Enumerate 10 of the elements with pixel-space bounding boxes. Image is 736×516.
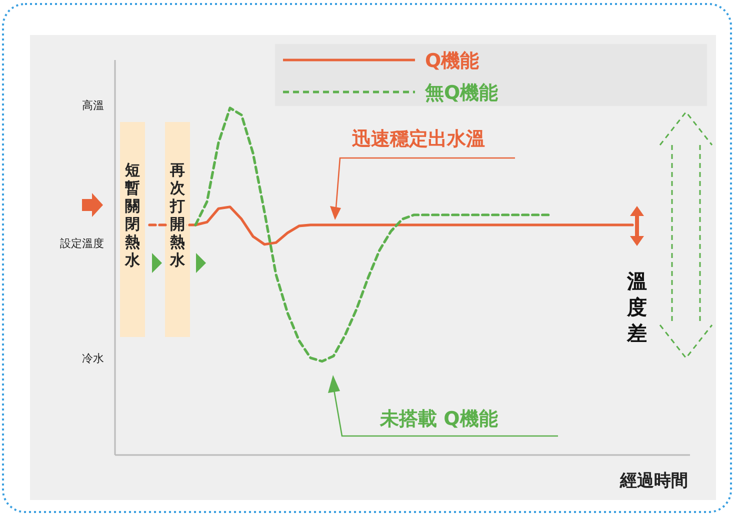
- text: 高溫: [82, 99, 104, 112]
- text: Q機能: [425, 50, 480, 72]
- annotation: 短暫關閉熱水: [124, 161, 141, 269]
- annotation: 迅速穩定出水溫: [351, 128, 485, 150]
- text: 冷水: [82, 352, 104, 365]
- annotation: 溫度差: [626, 269, 647, 345]
- x-axis-title: 經過時間: [619, 471, 688, 491]
- annotation: 未搭載 Q機能: [379, 408, 498, 430]
- text: 無Q機能: [424, 82, 498, 104]
- text: 設定溫度: [60, 237, 104, 250]
